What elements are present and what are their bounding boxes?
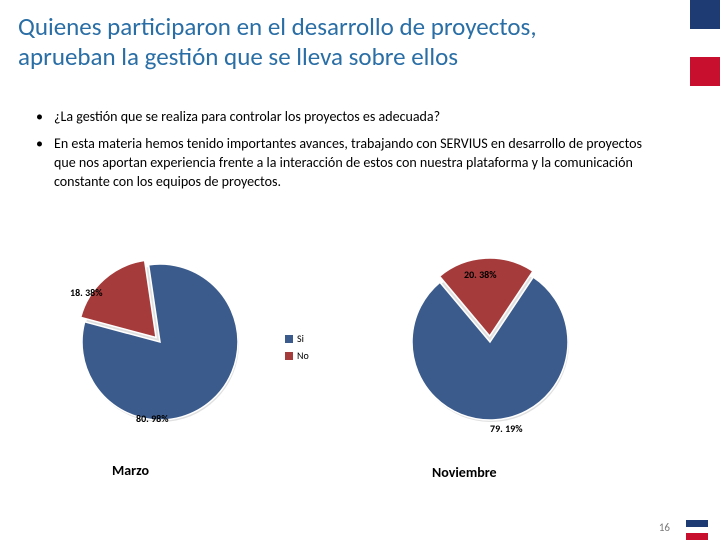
legend-row-si: Si [285,332,309,345]
month-label-noviembre: Noviembre [432,464,497,481]
bullet-item: ¿La gestión que se realiza para controla… [36,108,656,127]
bullet-item: En esta materia hemos tenido importantes… [36,135,656,192]
flag-top-decoration [690,0,720,86]
legend-label-no: No [297,349,309,362]
legend: Si No [285,332,309,366]
flag-stripe-red [686,533,708,540]
month-label-marzo: Marzo [112,462,149,479]
flag-stripe-red [690,57,720,86]
legend-row-no: No [285,349,309,362]
legend-swatch-si [285,335,293,343]
page-number: 16 [659,521,670,534]
charts-region: Si No 18. 38% 80. 98% Marzo 20. 38% 79. … [0,250,720,480]
legend-swatch-no [285,352,293,360]
flag-stripe-white [686,527,708,534]
bullet-list: ¿La gestión que se realiza para controla… [36,108,656,200]
flag-stripe-white [690,29,720,58]
flag-stripe-blue [686,520,708,527]
slide: Quienes participaron en el desarrollo de… [0,0,720,540]
flag-bottom-decoration [686,520,708,540]
pct-label-noviembre-no: 20. 38% [464,268,497,281]
legend-label-si: Si [297,332,304,345]
pct-label-noviembre-si: 79. 19% [490,422,523,435]
pct-label-marzo-no: 18. 38% [70,286,103,299]
pie-marzo [70,254,250,430]
pct-label-marzo-si: 80. 98% [136,412,169,425]
slide-title: Quienes participaron en el desarrollo de… [18,12,638,71]
pie-marzo-svg [70,254,250,430]
flag-stripe-blue [690,0,720,29]
